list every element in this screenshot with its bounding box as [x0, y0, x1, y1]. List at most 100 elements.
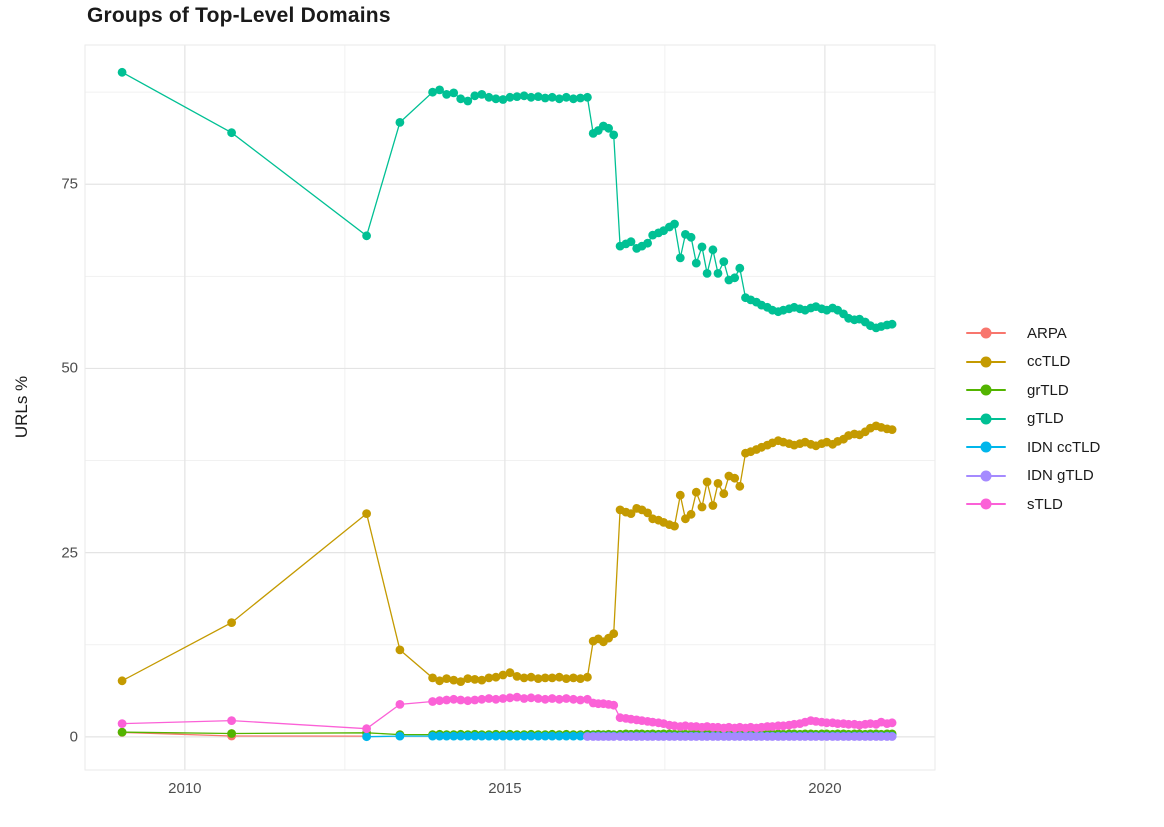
- legend-label: ccTLD: [1027, 353, 1071, 371]
- y-tick-label: 0: [69, 728, 78, 746]
- x-tick-label: 2020: [808, 780, 842, 797]
- data-point: [533, 694, 543, 703]
- data-point: [576, 695, 585, 705]
- data-point: [887, 718, 897, 728]
- series-line: [121, 425, 893, 683]
- y-tick-label: 50: [61, 359, 78, 377]
- data-point: [498, 694, 508, 703]
- data-point: [540, 731, 550, 741]
- data-point: [547, 694, 557, 703]
- y-tick-label: 75: [61, 175, 78, 193]
- data-point: [117, 67, 127, 77]
- data-point: [227, 128, 237, 138]
- data-point: [708, 245, 718, 255]
- legend-key-swatch: [966, 412, 1006, 426]
- legend-key-swatch: [966, 497, 1006, 511]
- legend-item-arpa: ARPA: [966, 319, 1100, 348]
- data-point: [554, 694, 564, 704]
- data-point: [576, 731, 585, 741]
- chart-title: Groups of Top-Level Domains: [87, 4, 391, 27]
- series-idn-gtld: [583, 732, 897, 741]
- legend-label: IDN gTLD: [1027, 467, 1094, 485]
- data-point: [491, 672, 501, 682]
- data-point: [512, 92, 522, 101]
- data-point: [512, 692, 522, 702]
- data-point: [670, 521, 679, 531]
- data-point: [526, 672, 536, 682]
- data-point: [498, 670, 508, 680]
- data-point: [484, 731, 494, 741]
- data-point: [691, 258, 701, 268]
- legend-key-swatch: [966, 383, 1006, 397]
- data-point: [484, 92, 494, 102]
- data-point: [477, 675, 487, 685]
- legend-key-swatch: [966, 355, 1006, 369]
- legend-label: IDN ccTLD: [1027, 438, 1101, 456]
- data-point: [435, 696, 444, 706]
- data-point: [569, 694, 578, 704]
- data-point: [477, 731, 487, 741]
- data-point: [484, 694, 494, 703]
- data-point: [117, 727, 127, 737]
- major-gridlines: [85, 45, 935, 770]
- legend: ARPA ccTLD grTLD gTLD IDN ccTLD IDN gTLD…: [966, 319, 1100, 519]
- data-point: [442, 674, 451, 683]
- data-point: [519, 694, 529, 703]
- data-point: [428, 673, 437, 683]
- data-point: [643, 238, 652, 248]
- data-point: [576, 93, 585, 103]
- data-point: [227, 716, 237, 725]
- data-point: [227, 729, 237, 738]
- data-point: [442, 90, 451, 99]
- data-point: [463, 696, 473, 706]
- data-point: [609, 629, 619, 639]
- data-point: [730, 473, 740, 483]
- series-gtld: [117, 67, 897, 333]
- legend-item-stld: sTLD: [966, 490, 1100, 519]
- data-point: [569, 673, 578, 683]
- data-point: [547, 673, 557, 683]
- data-point: [505, 668, 515, 678]
- data-point: [395, 731, 405, 741]
- data-point: [449, 731, 459, 741]
- data-point: [691, 487, 701, 497]
- data-point: [428, 87, 437, 97]
- x-tick-label: 2015: [488, 780, 522, 797]
- data-point: [491, 94, 501, 104]
- data-point: [519, 673, 529, 683]
- legend-item-idn-cctld: IDN ccTLD: [966, 433, 1100, 462]
- data-point: [887, 732, 897, 741]
- data-point: [491, 731, 501, 741]
- data-point: [505, 731, 515, 741]
- minor-gridlines: [85, 45, 935, 770]
- data-point: [547, 731, 557, 741]
- data-point: [675, 490, 685, 500]
- data-point: [227, 618, 237, 627]
- data-point: [498, 95, 508, 104]
- data-point: [583, 92, 592, 102]
- legend-dot-icon: [980, 470, 992, 482]
- data-point: [449, 694, 459, 704]
- data-point: [604, 123, 613, 133]
- data-point: [491, 694, 501, 704]
- data-point: [583, 672, 592, 682]
- data-point: [547, 92, 557, 102]
- series-cctld: [117, 421, 897, 686]
- data-point: [484, 673, 494, 683]
- data-point: [435, 731, 444, 741]
- data-point: [526, 731, 536, 741]
- data-point: [395, 118, 405, 127]
- data-point: [435, 85, 444, 95]
- data-point: [498, 731, 508, 741]
- data-point: [435, 676, 444, 686]
- data-point: [470, 675, 480, 684]
- data-point: [686, 509, 696, 519]
- legend-dot-icon: [980, 441, 992, 453]
- data-point: [505, 92, 515, 102]
- legend-item-idn-gtld: IDN gTLD: [966, 462, 1100, 491]
- y-axis-title: URLs %: [12, 375, 31, 439]
- legend-label: gTLD: [1027, 410, 1064, 428]
- data-point: [540, 694, 550, 704]
- data-point: [362, 732, 371, 742]
